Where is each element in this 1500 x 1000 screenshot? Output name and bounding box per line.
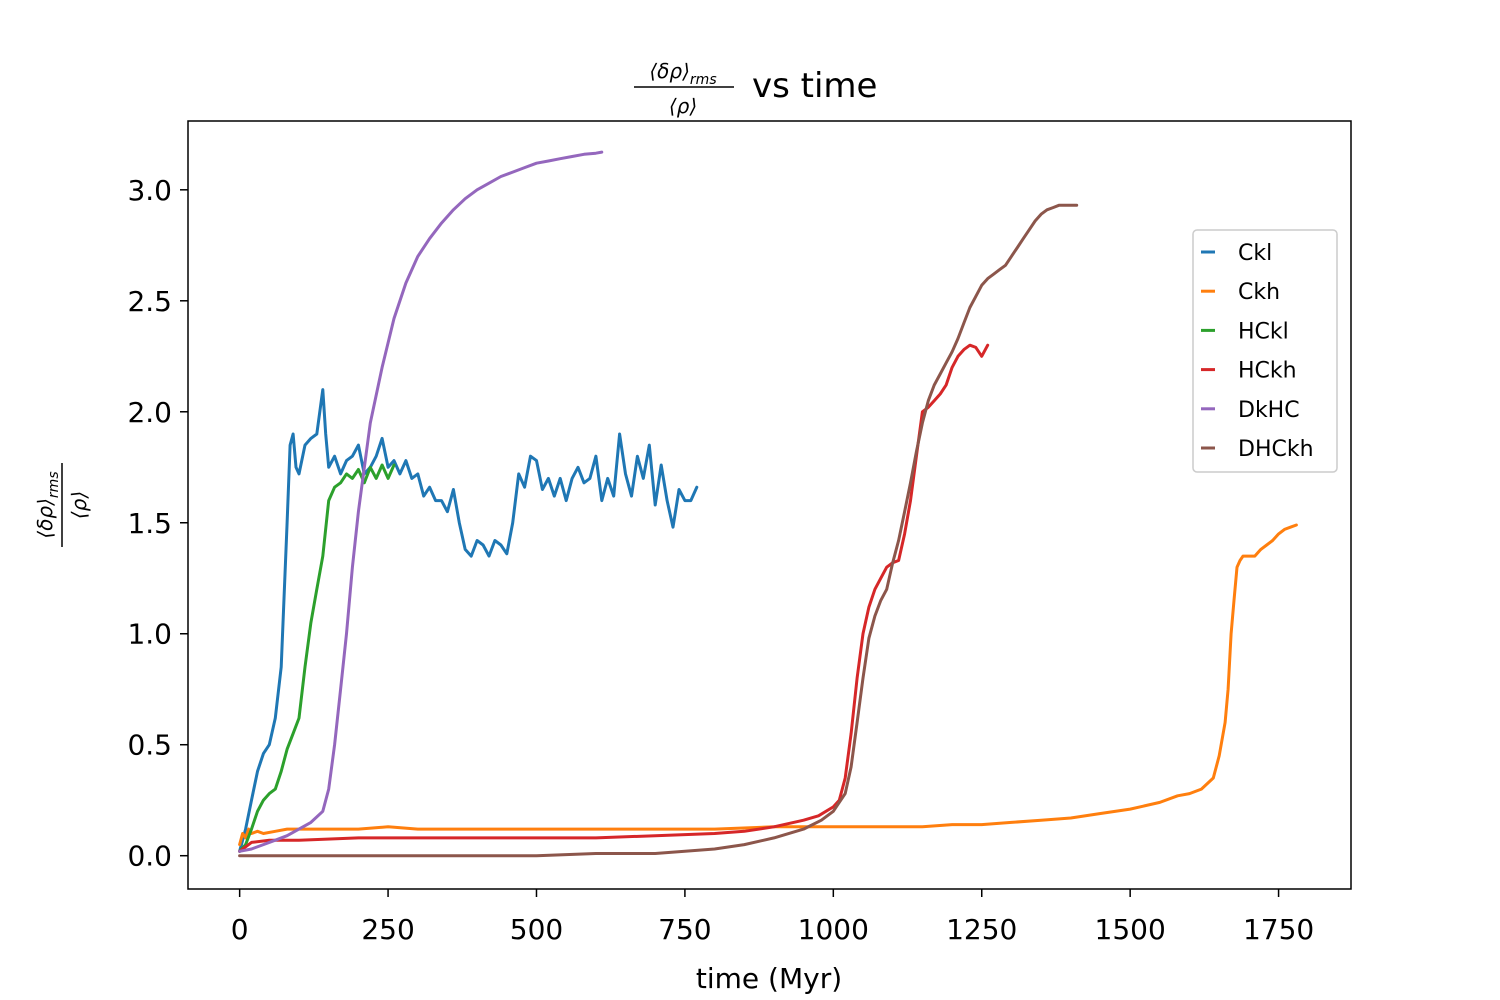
legend-label-hckh: HCkh <box>1238 359 1297 384</box>
y-tick-label: 1.0 <box>127 618 172 651</box>
title-text: vs time <box>752 66 877 106</box>
chart-title: ⟨δρ⟩rms ⟨ρ⟩ vs time <box>634 59 877 118</box>
legend-label-dhckh: DHCkh <box>1238 437 1314 462</box>
x-tick-label: 750 <box>658 913 711 946</box>
y-tick-label: 3.0 <box>127 174 172 207</box>
series-line-hckl <box>238 463 396 853</box>
x-tick-label: 500 <box>510 913 563 946</box>
y-tick-label: 0.0 <box>127 840 172 873</box>
series-line-dkhc <box>238 150 604 853</box>
y-tick-label: 1.5 <box>127 507 172 540</box>
legend-label-ckl: Ckl <box>1238 241 1272 266</box>
x-axis: 0 250 500 750 1000 1250 1500 1750 <box>231 889 1314 946</box>
x-tick-label: 1250 <box>946 913 1017 946</box>
x-tick-label: 1500 <box>1095 913 1166 946</box>
x-axis-label: time (Myr) <box>696 962 842 995</box>
legend-box <box>1192 229 1338 473</box>
y-axis-label: ⟨δρ⟩rms ⟨ρ⟩ <box>33 463 91 547</box>
series-line-hckh <box>238 343 990 853</box>
title-fraction-numerator: ⟨δρ⟩rms <box>649 59 716 88</box>
plot-area <box>187 120 1352 890</box>
x-tick-label: 0 <box>231 913 249 946</box>
x-tick-label: 1000 <box>798 913 869 946</box>
y-label-denominator: ⟨ρ⟩ <box>67 491 91 519</box>
series-lines <box>238 150 1298 858</box>
series-line-ckh <box>238 523 1298 847</box>
legend: Ckl Ckh HCkl HCkh DkHC DHCkh <box>1192 229 1338 473</box>
y-tick-label: 0.5 <box>127 729 172 762</box>
x-tick-label: 1750 <box>1243 913 1314 946</box>
title-fraction-denominator: ⟨ρ⟩ <box>669 94 697 118</box>
series-line-dhckh <box>238 203 1079 858</box>
y-axis: 0.0 0.5 1.0 1.5 2.0 2.5 3.0 <box>127 174 188 873</box>
legend-label-dkhc: DkHC <box>1238 398 1300 423</box>
x-tick-label: 250 <box>361 913 414 946</box>
series-line-ckl <box>238 388 699 853</box>
y-tick-label: 2.5 <box>127 285 172 318</box>
y-tick-label: 2.0 <box>127 396 172 429</box>
legend-label-ckh: Ckh <box>1238 280 1280 305</box>
legend-label-hckl: HCkl <box>1238 319 1289 344</box>
y-label-numerator: ⟨δρ⟩rms <box>33 471 62 538</box>
